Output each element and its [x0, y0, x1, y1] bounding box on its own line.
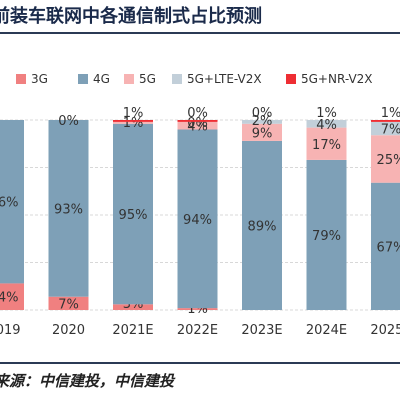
- bar-4g-2020: [48, 120, 89, 297]
- data-label-5g-2021e: 1%: [123, 116, 144, 131]
- data-label-5g-2023e: 9%: [252, 126, 273, 141]
- bar-4g-2025e: [371, 182, 400, 310]
- data-label-4g-2024e: 79%: [312, 229, 341, 244]
- bar-3g-2022e: [177, 308, 218, 310]
- data-label-5g-nr-v2x-2023e: 0%: [252, 106, 273, 121]
- chart-title: 前装车联网中各通信制式占比预测: [0, 6, 262, 27]
- bar-5g-2023e: [242, 123, 282, 141]
- bar-4g-2022e: [177, 129, 218, 309]
- bar-5g-2022e: [177, 121, 218, 130]
- bar-5g-2025e: [371, 135, 400, 183]
- legend-label-3g: 3G: [31, 72, 48, 86]
- bar-3g-2021e: [113, 304, 153, 310]
- data-label-3g-2020: 7%: [58, 297, 79, 312]
- data-label-5g-lte-v2x-2023e: 2%: [252, 114, 273, 129]
- bar-5g-nr-v2x-2025e: [371, 120, 400, 122]
- data-label-5g-nr-v2x-2024e: 1%: [316, 106, 337, 121]
- bar-5g-lte-v2x-2025e: [371, 121, 400, 136]
- x-tick-label-2021e: 2021E: [112, 323, 153, 338]
- data-label-5g-nr-v2x-2021e: 1%: [123, 106, 144, 121]
- x-tick-label-2023e: 2023E: [241, 323, 282, 338]
- legend-swatch-5g: [124, 74, 134, 84]
- data-label-5g-nr-v2x-2025e: 1%: [381, 106, 400, 121]
- data-label-5g-2025e: 25%: [377, 153, 400, 168]
- bar-5g-lte-v2x-2024e: [306, 120, 347, 128]
- data-label-5g-2024e: 17%: [312, 138, 341, 153]
- data-label-5g-lte-v2x-2025e: 7%: [381, 123, 400, 138]
- legend-swatch-5g-nr-v2x: [286, 74, 296, 84]
- legend-label-4g: 4G: [93, 72, 110, 86]
- data-label-5g-2022e: 4%: [187, 120, 208, 135]
- bar-4g-2021e: [113, 123, 153, 305]
- data-label-5g-lte-v2x-2024e: 4%: [316, 118, 337, 133]
- bar-5g-nr-v2x-2022e: [177, 120, 218, 122]
- x-tick-label-2022e: 2022E: [177, 323, 218, 338]
- bar-4g-2019: [0, 120, 24, 284]
- data-label-3g-2019: 14%: [0, 291, 18, 306]
- data-label-4g-2020: 93%: [54, 202, 83, 217]
- title-divider: [0, 32, 400, 34]
- legend-item-4g: 4G: [78, 72, 110, 86]
- data-label-4g-2019: 86%: [0, 196, 18, 211]
- legend-swatch-4g: [78, 74, 88, 84]
- legend-label-5g-nr-v2x: 5G+NR-V2X: [301, 72, 373, 86]
- data-label-5g-nr-v2x-2022e: 0%: [187, 106, 208, 121]
- legend-item-5g: 5G: [124, 72, 156, 86]
- data-label-5g-2020: 0%: [58, 114, 79, 129]
- bar-3g-2019: [0, 283, 24, 310]
- bar-5g-nr-v2x-2021e: [113, 120, 153, 122]
- data-label-4g-2023e: 89%: [248, 219, 277, 234]
- legend-swatch-3g: [16, 74, 26, 84]
- legend-item-3g: 3G: [16, 72, 48, 86]
- bar-4g-2024e: [306, 159, 347, 310]
- bar-5g-lte-v2x-2023e: [242, 120, 282, 124]
- legend: 3G 4G 5G 5G+LTE-V2X 5G+NR-V2X: [0, 72, 400, 90]
- data-label-4g-2025e: 67%: [377, 240, 400, 255]
- legend-item-5g-nr-v2x: 5G+NR-V2X: [286, 72, 373, 86]
- source-divider: [0, 362, 400, 364]
- legend-item-5g-lte-v2x: 5G+LTE-V2X: [172, 72, 262, 86]
- x-tick-label-2019: 2019: [0, 323, 21, 338]
- bar-5g-2024e: [306, 127, 347, 160]
- bar-5g-2021e: [113, 121, 153, 124]
- legend-label-5g-lte-v2x: 5G+LTE-V2X: [187, 72, 262, 86]
- source-note: 来源：中信建投，中信建投: [0, 372, 175, 390]
- data-label-4g-2022e: 94%: [183, 213, 212, 228]
- bar-4g-2023e: [242, 140, 282, 310]
- x-tick-label-2020: 2020: [52, 323, 85, 338]
- x-tick-label-2024e: 2024E: [306, 323, 347, 338]
- bar-3g-2020: [48, 296, 89, 310]
- data-label-4g-2021e: 95%: [119, 208, 148, 223]
- data-label-5g-lte-v2x-2022e: 0%: [187, 116, 208, 131]
- legend-label-5g: 5G: [139, 72, 156, 86]
- x-tick-label-2025e: 2025E: [370, 323, 400, 338]
- legend-swatch-5g-lte-v2x: [172, 74, 182, 84]
